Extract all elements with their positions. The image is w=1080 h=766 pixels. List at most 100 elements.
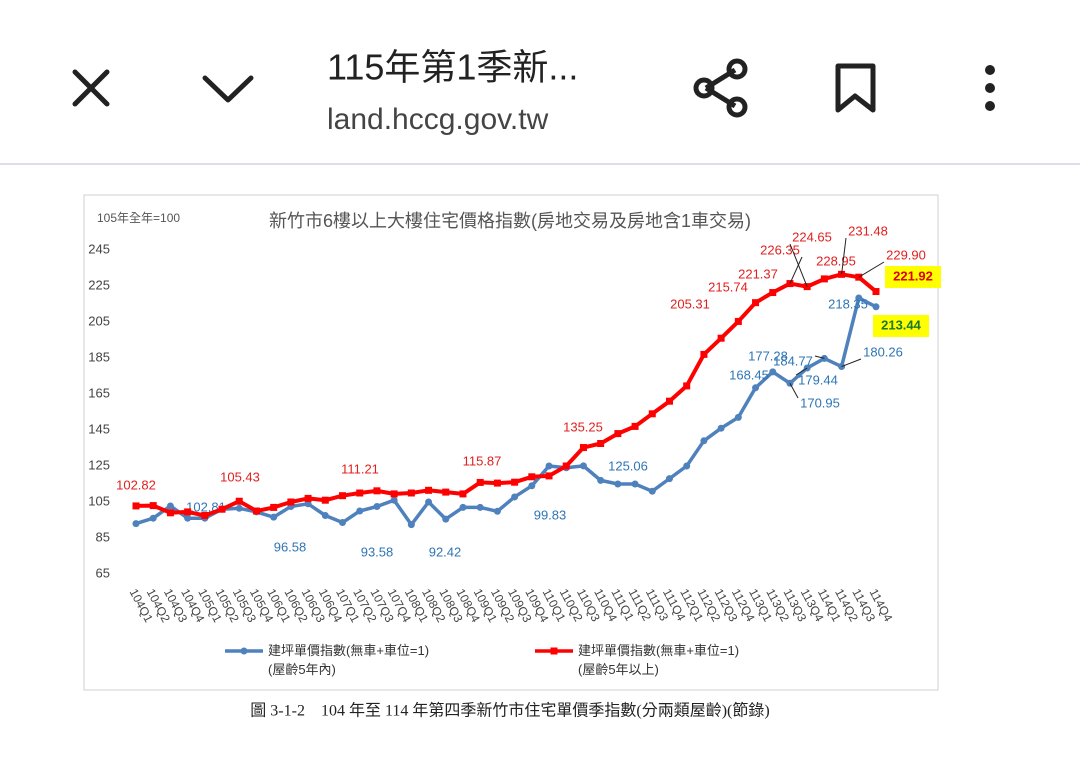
point [700, 437, 708, 445]
point [321, 512, 329, 519]
leader-line [795, 367, 808, 376]
y-tick-label: 105 [88, 493, 110, 508]
point [579, 462, 587, 470]
point [407, 521, 415, 529]
data-label: 102.82 [116, 477, 156, 492]
point [304, 494, 312, 502]
leader-line [789, 243, 808, 287]
y-tick-label: 165 [88, 385, 110, 400]
data-label: 92.42 [429, 544, 462, 559]
point [373, 503, 381, 510]
y-tick-label: 205 [88, 313, 110, 328]
point [648, 410, 656, 418]
point [493, 507, 501, 515]
bookmark-button[interactable] [835, 63, 876, 113]
page-url[interactable]: land.hccg.gov.tw [327, 103, 549, 136]
data-label: 229.90 [886, 247, 926, 262]
figure-caption: 圖 3-1-2 104 年至 114 年第四季新竹市住宅單價季指數(分兩類屋齡)… [250, 701, 769, 720]
point [597, 476, 605, 484]
data-label: 170.95 [800, 395, 840, 410]
point [872, 303, 880, 311]
data-label: 179.44 [798, 372, 838, 387]
point [407, 489, 415, 497]
leader-line [841, 358, 862, 367]
point [201, 512, 209, 519]
point [734, 413, 742, 421]
point [769, 289, 777, 297]
point [717, 424, 725, 432]
point [752, 384, 760, 392]
point [356, 507, 364, 515]
point [304, 500, 312, 508]
data-label: 135.25 [563, 419, 603, 434]
point [648, 487, 656, 495]
point [476, 478, 484, 486]
data-label: 177.28 [748, 348, 788, 363]
point [683, 382, 691, 390]
label-highlight [885, 266, 941, 288]
point [166, 509, 174, 517]
point [476, 503, 484, 511]
legend-marker [550, 647, 558, 655]
y-tick-label: 225 [88, 277, 110, 292]
point [683, 462, 691, 470]
data-label: 115.87 [463, 453, 502, 468]
data-label: 231.48 [848, 223, 888, 238]
leader-line [789, 383, 799, 399]
legend-label: 建坪單價指數(無車+車位=1) (屋齡5年以上) [578, 643, 740, 677]
point [373, 487, 381, 495]
y-tick-label: 85 [96, 529, 110, 544]
legend-label: 建坪單價指數(無車+車位=1) (屋齡5年內) [268, 643, 430, 677]
point [339, 519, 347, 527]
point [442, 488, 450, 496]
point [734, 317, 742, 325]
data-label: 93.58 [361, 544, 394, 559]
y-tick-label: 125 [88, 457, 110, 472]
point [528, 473, 536, 481]
point [149, 502, 157, 510]
chart-title: 新竹市6樓以上大樓住宅價格指數(房地交易及房地含1車交易) [269, 211, 751, 231]
leader-line [789, 256, 803, 284]
point [356, 489, 364, 497]
point [717, 334, 725, 342]
point [390, 490, 398, 498]
data-label: 218.35 [828, 296, 868, 311]
point [390, 496, 398, 504]
legend-marker [240, 647, 248, 655]
share-button[interactable] [693, 58, 748, 118]
page-title[interactable]: 115年第1季新... [327, 47, 578, 88]
menu-button[interactable] [985, 65, 995, 111]
data-label: 168.45 [729, 367, 769, 382]
data-label: 105.43 [220, 469, 260, 484]
point [459, 490, 467, 498]
point [872, 288, 880, 296]
point [442, 515, 450, 523]
data-label: 226.35 [760, 242, 800, 257]
data-label: 205.31 [670, 296, 710, 311]
point [511, 478, 519, 486]
point [339, 492, 347, 500]
data-label: 215.74 [708, 279, 748, 294]
point [769, 368, 777, 376]
data-label: 99.83 [534, 507, 567, 522]
data-label: 221.92 [893, 268, 933, 283]
point [132, 502, 140, 510]
point [149, 514, 157, 522]
point [459, 503, 467, 511]
close-button[interactable] [72, 69, 110, 107]
point [425, 486, 433, 494]
data-label: 224.65 [792, 229, 832, 244]
point [270, 513, 278, 521]
expand-button[interactable] [202, 75, 254, 103]
point [218, 505, 226, 513]
point [562, 462, 570, 470]
point [820, 275, 828, 283]
point [855, 294, 863, 302]
point [665, 475, 673, 483]
y-tick-label: 145 [88, 421, 110, 436]
data-label: 180.26 [863, 344, 903, 359]
point [752, 299, 760, 307]
point [132, 520, 140, 528]
